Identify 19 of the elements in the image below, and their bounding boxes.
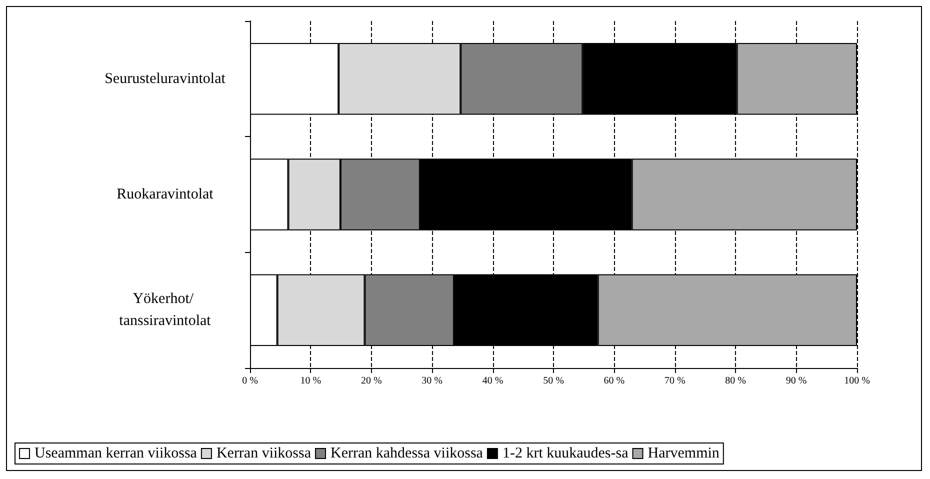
x-tick-label: 20 % [360, 376, 382, 386]
legend-label: Kerran viikossa [216, 446, 312, 462]
x-tick-label: 50 % [543, 376, 564, 386]
y-tick-label: Ruokaravintolat [116, 186, 214, 202]
x-tick-label: 10 % [300, 376, 322, 386]
legend-label: Useamman kerran viikossa [34, 446, 198, 462]
x-tick-label: 100 % [844, 376, 870, 386]
x-tick-label: 0 % [242, 376, 258, 386]
x-tick-label: 60 % [604, 376, 625, 386]
y-tick-label: Seurusteluravintolat [104, 70, 226, 87]
x-tick-label: 90 % [786, 376, 807, 386]
x-tick-label: 70 % [664, 376, 686, 386]
legend-label: 1-2 krt kuukaudes-sa [502, 446, 629, 462]
x-tick-label: 30 % [422, 376, 443, 386]
x-tick-label: 40 % [482, 376, 504, 386]
x-tick-label: 80 % [725, 376, 746, 386]
legend-label: Harvemmin [648, 446, 720, 462]
y-tick-label: Yökerhot/ tanssiravintolat [119, 291, 212, 330]
legend-label: Kerran kahdessa viikossa [330, 446, 484, 462]
